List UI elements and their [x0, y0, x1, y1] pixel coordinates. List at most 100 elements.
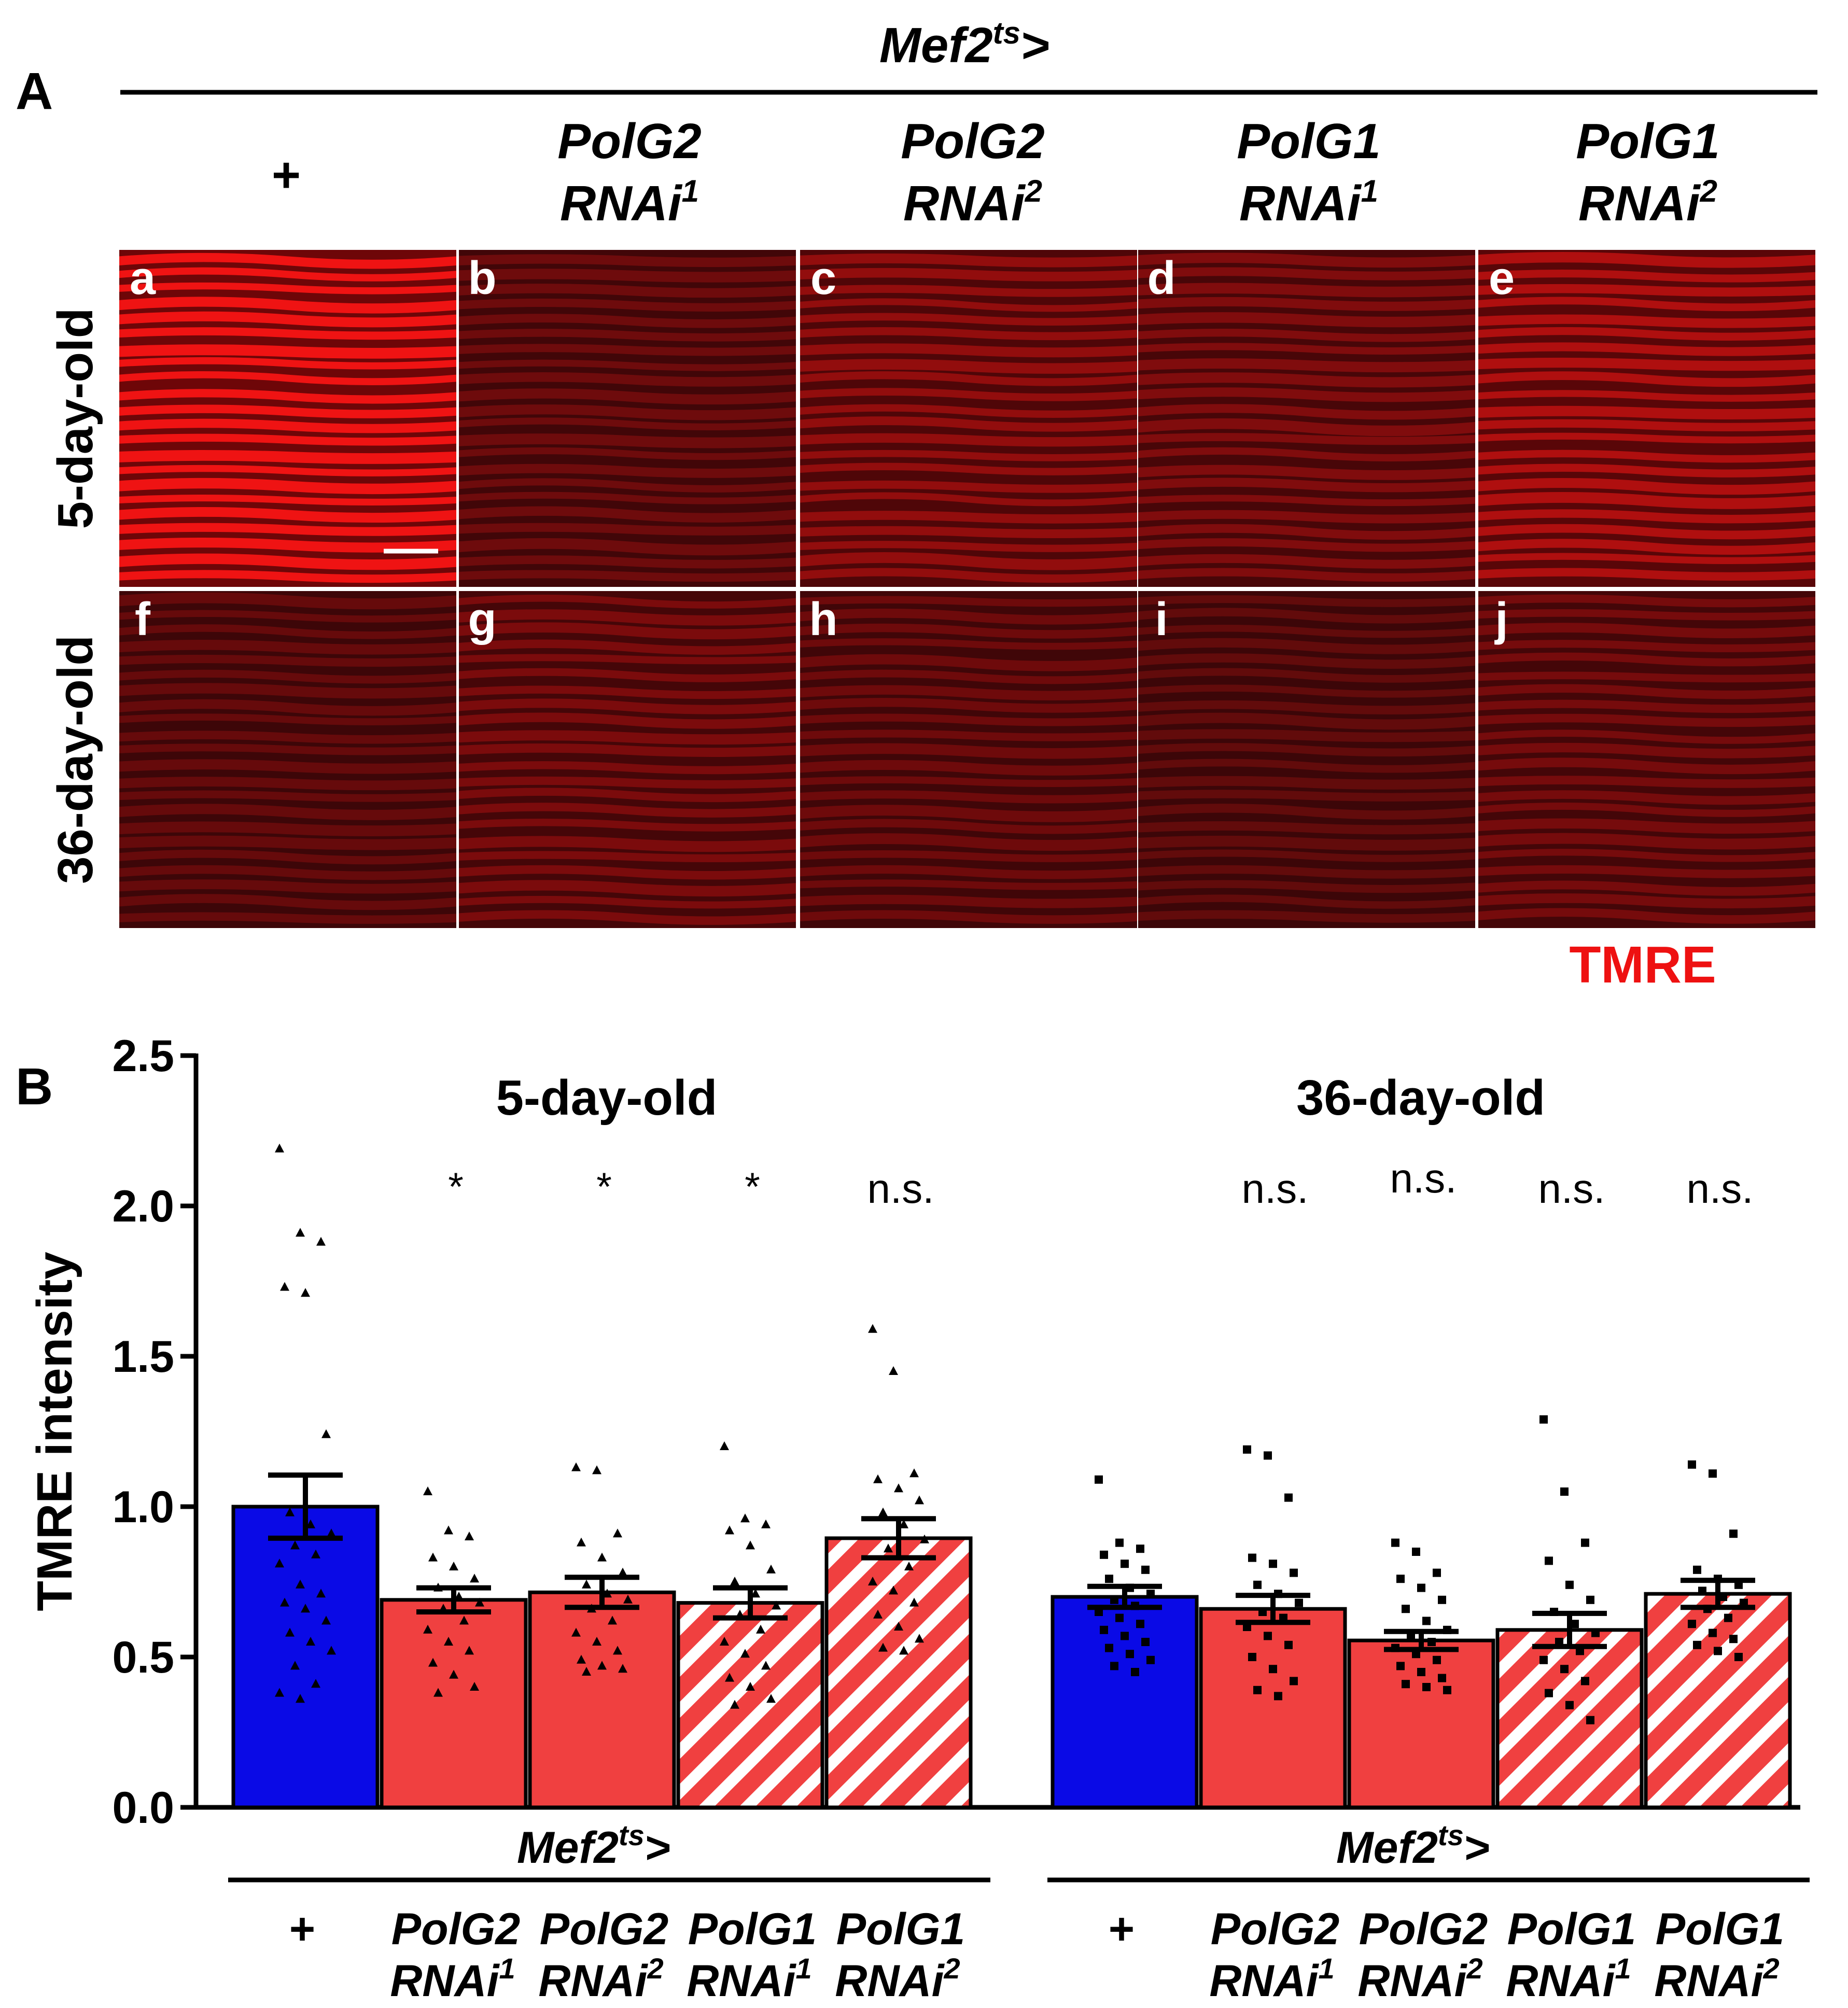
muscle-fiber-band — [459, 622, 796, 640]
muscle-fiber-band — [800, 511, 1137, 524]
data-point — [1427, 1638, 1436, 1646]
data-point — [1396, 1575, 1405, 1583]
column-header-rnai-text: RNAi — [560, 176, 683, 231]
data-point — [1560, 1665, 1569, 1674]
data-point — [1146, 1655, 1155, 1664]
data-point — [1253, 1686, 1262, 1694]
data-point — [1121, 1632, 1129, 1640]
column-header-1-rnai: RNAi1 — [560, 174, 699, 231]
muscle-fiber-band — [1138, 608, 1475, 624]
panel-a: A Mef2ts> +PolG2RNAi1PolG2RNAi2PolG1RNAi… — [16, 16, 1817, 994]
data-point — [1269, 1665, 1277, 1674]
muscle-fiber-band — [119, 790, 456, 802]
muscle-fiber-band — [119, 912, 456, 924]
x-label-gene: PolG2 — [1211, 1904, 1340, 1954]
x-label-rnai-sup: 1 — [796, 1952, 812, 1985]
data-point — [1141, 1565, 1150, 1574]
bar — [1347, 1638, 1495, 1809]
x-label-rnai-text: RNAi — [687, 1956, 796, 2006]
muscle-fiber-band — [1478, 893, 1815, 908]
column-headers: +PolG2RNAi1PolG2RNAi2PolG1RNAi1PolG1RNAi… — [272, 114, 1720, 231]
muscle-fiber-band — [1138, 447, 1475, 461]
row-label-1: 36-day-old — [48, 635, 103, 884]
data-point — [1402, 1680, 1410, 1689]
data-point — [582, 1667, 591, 1676]
bar — [380, 1598, 528, 1809]
x-label-rnai-text: RNAi — [390, 1956, 500, 2006]
muscle-fiber-band — [459, 329, 796, 342]
data-point — [1136, 1620, 1144, 1628]
data-point — [740, 1513, 750, 1523]
y-tick-label: 0.5 — [112, 1633, 174, 1682]
data-point — [1284, 1640, 1293, 1649]
y-tick-label: 2.5 — [112, 1031, 174, 1081]
data-point — [740, 1649, 750, 1658]
data-point — [1115, 1538, 1124, 1547]
muscle-fiber-band — [459, 895, 796, 909]
muscle-fiber-band — [800, 894, 1137, 908]
bar-0-1: * — [380, 1165, 528, 1809]
data-point — [1126, 1650, 1134, 1659]
muscle-fiber-band — [1138, 297, 1475, 311]
data-point — [1417, 1668, 1425, 1676]
data-point — [285, 1627, 295, 1637]
data-point — [1243, 1445, 1251, 1454]
muscle-fiber-band — [459, 298, 796, 312]
data-point — [1121, 1560, 1129, 1568]
muscle-fiber-band — [1478, 594, 1815, 608]
muscle-fiber-band — [119, 252, 456, 269]
muscle-fiber-band — [1138, 267, 1475, 280]
muscle-fiber-band — [119, 297, 456, 314]
muscle-fiber-band — [1138, 638, 1475, 654]
muscle-fiber-band — [800, 359, 1137, 374]
muscle-fiber-band — [119, 654, 456, 667]
data-point — [1295, 1598, 1303, 1607]
column-header-rnai-sup: 1 — [1361, 174, 1378, 208]
data-point — [301, 1288, 310, 1297]
muscle-fiber-band — [800, 568, 1137, 583]
bar-0-0 — [231, 1143, 380, 1809]
data-point — [449, 1669, 458, 1679]
data-point — [1284, 1493, 1293, 1502]
data-point — [1586, 1716, 1594, 1724]
muscle-fiber-band — [119, 669, 456, 684]
significance-label: n.s. — [867, 1166, 934, 1212]
column-header-2-gene: PolG2 — [901, 114, 1044, 169]
data-point — [878, 1507, 888, 1516]
data-point — [275, 1688, 284, 1697]
muscle-fiber-band — [800, 462, 1137, 475]
data-point — [311, 1549, 320, 1558]
driver-base: Mef2 — [517, 1823, 619, 1873]
x-label-gene: PolG1 — [688, 1904, 817, 1954]
micrograph-letter-h: h — [809, 594, 838, 645]
stain-label: TMRE — [1569, 936, 1716, 994]
bar — [1644, 1592, 1792, 1809]
data-point — [899, 1646, 908, 1655]
muscle-fiber-band — [459, 730, 796, 745]
muscle-fiber-band — [1478, 553, 1815, 565]
panel-a-driver-label: Mef2ts> — [879, 16, 1049, 73]
muscle-fiber-band — [800, 343, 1137, 358]
muscle-fiber-band — [1478, 671, 1815, 683]
micrograph-d: d — [1138, 250, 1475, 587]
muscle-fiber-band — [800, 298, 1137, 312]
data-point — [873, 1474, 883, 1483]
muscle-fiber-band — [459, 447, 796, 460]
data-point — [1709, 1469, 1717, 1478]
data-point — [1146, 1590, 1155, 1598]
data-point — [1131, 1668, 1139, 1676]
muscle-fiber-band — [459, 492, 796, 504]
muscle-fiber-band — [119, 592, 456, 610]
muscle-fiber-band — [119, 804, 456, 820]
data-point — [470, 1574, 479, 1583]
micrograph-j: j — [1478, 591, 1815, 928]
data-point — [623, 1594, 633, 1604]
muscle-fiber-band — [1138, 252, 1475, 268]
muscle-fiber-band — [119, 743, 456, 755]
muscle-fiber-band — [119, 699, 456, 716]
muscle-fiber-band — [800, 285, 1137, 297]
data-point — [597, 1552, 607, 1562]
muscle-fiber-band — [119, 683, 456, 699]
muscle-fiber-band — [459, 851, 796, 863]
muscle-fiber-band — [1138, 776, 1475, 790]
